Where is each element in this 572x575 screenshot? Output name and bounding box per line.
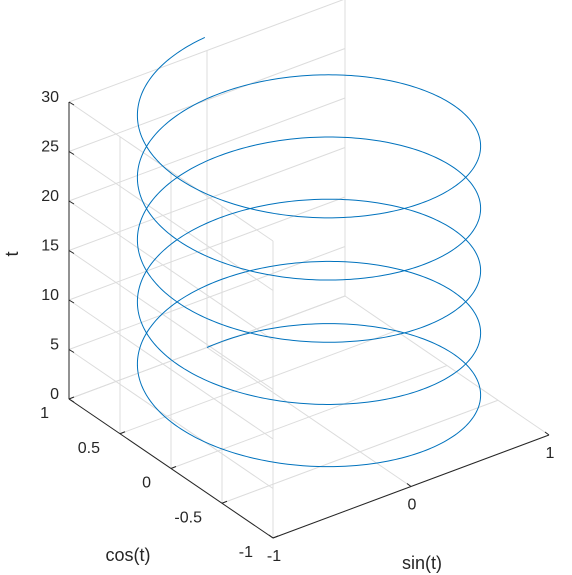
- grid-line: [68, 200, 274, 341]
- helix-series-line: [136, 37, 482, 468]
- x-tick: [268, 534, 274, 539]
- grid-line: [119, 330, 397, 435]
- y-tick: [221, 500, 228, 504]
- series-layer: [136, 37, 482, 468]
- z-tick: [68, 349, 75, 353]
- grid-line: [68, 0, 344, 103]
- x-tick: [406, 483, 412, 487]
- z-tick-label: 10: [41, 287, 59, 304]
- z-tick: [68, 200, 75, 205]
- z-tick: [68, 398, 75, 403]
- grid-line: [68, 48, 346, 152]
- z-tick-label: 20: [41, 188, 59, 205]
- grid-line: [170, 365, 448, 469]
- z-tick-label: 25: [41, 139, 59, 156]
- z-tick: [68, 250, 75, 254]
- z-tick-label: 15: [41, 238, 59, 255]
- y-axis-label: cos(t): [106, 545, 151, 565]
- grid-line: [221, 399, 499, 504]
- x-tick-label: 1: [546, 445, 555, 462]
- grid-line: [68, 250, 274, 390]
- z-tick-label: 30: [41, 89, 59, 106]
- y-tick-label: 1: [40, 405, 49, 422]
- y-tick: [272, 535, 279, 539]
- z-tick: [68, 299, 75, 304]
- z-tick-label: 0: [50, 386, 59, 403]
- z-axis-label: t: [2, 251, 22, 256]
- y-tick-label: -0.5: [174, 509, 202, 526]
- z-tick: [68, 151, 75, 155]
- x-axis-label: sin(t): [402, 553, 442, 573]
- grid-line: [68, 299, 274, 440]
- y-tick: [68, 396, 75, 400]
- grid-line: [68, 101, 274, 242]
- z-tick-label: 5: [50, 337, 59, 354]
- x-tick-label: -1: [267, 548, 281, 565]
- y-tick: [119, 431, 126, 435]
- grid-line: [68, 147, 346, 251]
- y-tick-label: 0.5: [78, 440, 100, 457]
- y-tick-label: -1: [239, 544, 253, 561]
- x-tick-label: 0: [408, 497, 417, 514]
- axis-lines: [68, 101, 550, 539]
- grid-line: [68, 97, 346, 202]
- y-tick: [170, 466, 177, 469]
- grid-lines: [68, 0, 550, 539]
- y-tick-label: 0: [142, 475, 151, 492]
- z-tick: [68, 101, 75, 106]
- grid-line: [68, 196, 346, 301]
- grid-line: [68, 349, 274, 489]
- grid-line: [68, 246, 346, 350]
- x-tick: [544, 431, 550, 436]
